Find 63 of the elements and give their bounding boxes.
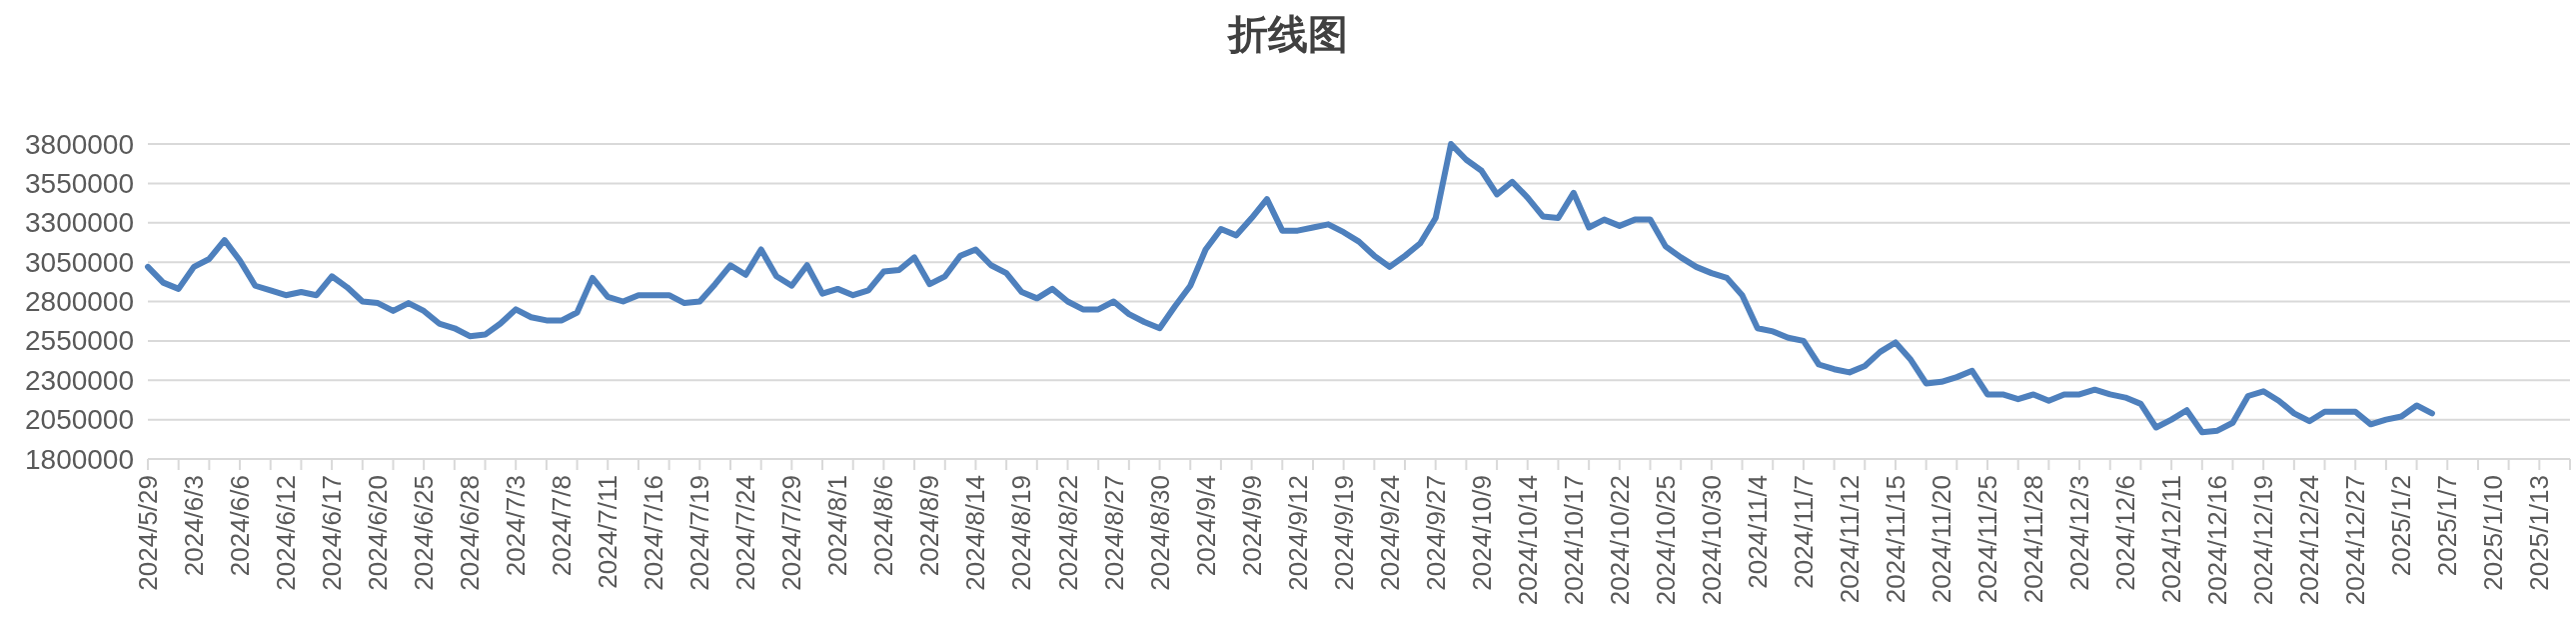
x-tick-label: 2024/12/24 [2294, 475, 2325, 606]
x-tick-label: 2024/6/28 [455, 475, 486, 591]
y-tick-label: 3050000 [24, 246, 134, 278]
x-tick-label: 2024/10/25 [1650, 475, 1681, 606]
x-tick-label: 2024/11/4 [1742, 475, 1773, 589]
x-tick-label: 2024/9/24 [1374, 475, 1405, 591]
x-tick-label: 2024/12/11 [2156, 475, 2187, 604]
x-tick-label: 2025/1/2 [2386, 475, 2417, 577]
x-tick-label: 2024/6/20 [363, 475, 394, 591]
x-tick-label: 2024/9/27 [1420, 475, 1451, 591]
y-tick-label: 3550000 [24, 167, 134, 199]
x-tick-label: 2024/11/15 [1880, 475, 1911, 604]
x-tick-label: 2024/11/28 [2018, 475, 2049, 604]
x-tick-label: 2024/12/6 [2110, 475, 2141, 591]
x-tick-label: 2024/8/22 [1052, 475, 1083, 591]
x-tick-label: 2024/6/25 [409, 475, 440, 591]
x-tick-label: 2024/7/19 [684, 475, 715, 591]
chart-title: 折线图 [1226, 12, 1348, 56]
x-tick-label: 2024/7/16 [639, 475, 669, 591]
x-tick-label: 2024/9/19 [1328, 475, 1359, 591]
y-tick-label: 3300000 [24, 207, 134, 239]
x-tick-label: 2024/9/9 [1236, 475, 1267, 577]
x-tick-label: 2024/7/8 [547, 475, 578, 577]
x-tick-label: 2025/1/10 [2478, 475, 2509, 591]
x-tick-label: 2024/10/14 [1512, 475, 1543, 606]
y-tick-label: 2050000 [24, 404, 134, 436]
x-tick-label: 2024/11/25 [1972, 475, 2003, 604]
x-tick-label: 2024/8/19 [1006, 475, 1037, 591]
x-tick-label: 2024/7/24 [730, 475, 761, 591]
x-tick-label: 2024/12/16 [2202, 475, 2233, 606]
x-tick-label: 2024/10/9 [1466, 475, 1497, 591]
y-tick-label: 2800000 [24, 286, 134, 317]
x-tick-label: 2024/12/19 [2248, 475, 2279, 606]
x-tick-label: 2024/10/22 [1604, 475, 1635, 606]
y-tick-label: 1800000 [24, 443, 134, 475]
x-tick-label: 2024/6/17 [317, 475, 348, 591]
y-tick-label: 3800000 [24, 128, 134, 160]
x-tick-label: 2024/5/29 [133, 475, 163, 591]
x-tick-label: 2024/7/29 [776, 475, 807, 591]
x-tick-label: 2024/8/6 [868, 475, 899, 577]
x-tick-label: 2024/7/11 [593, 475, 624, 589]
y-tick-label: 2300000 [24, 364, 134, 396]
x-tick-label: 2024/8/27 [1098, 475, 1129, 591]
x-tick-label: 2024/8/9 [914, 475, 945, 577]
x-tick-label: 2024/8/1 [822, 475, 853, 577]
x-tick-label: 2024/9/4 [1190, 475, 1221, 577]
y-tick-label: 2550000 [24, 325, 134, 357]
x-tick-label: 2024/11/7 [1788, 475, 1819, 589]
x-tick-label: 2024/10/30 [1696, 475, 1727, 606]
x-tick-label: 2024/7/3 [501, 475, 532, 577]
x-tick-label: 2024/12/3 [2064, 475, 2095, 591]
x-tick-label: 2025/1/13 [2524, 475, 2555, 591]
x-tick-label: 2024/11/12 [1834, 475, 1865, 604]
x-tick-label: 2024/11/20 [1926, 475, 1956, 604]
x-tick-label: 2024/6/12 [271, 475, 302, 591]
x-tick-label: 2024/9/12 [1282, 475, 1313, 591]
x-tick-label: 2024/6/3 [179, 475, 210, 577]
x-tick-label: 2024/8/30 [1144, 475, 1175, 591]
x-tick-label: 2024/10/17 [1558, 475, 1589, 606]
x-tick-label: 2025/1/7 [2432, 475, 2463, 577]
x-tick-label: 2024/6/6 [225, 475, 256, 577]
x-tick-label: 2024/12/27 [2340, 475, 2371, 606]
x-tick-label: 2024/8/14 [960, 475, 991, 591]
